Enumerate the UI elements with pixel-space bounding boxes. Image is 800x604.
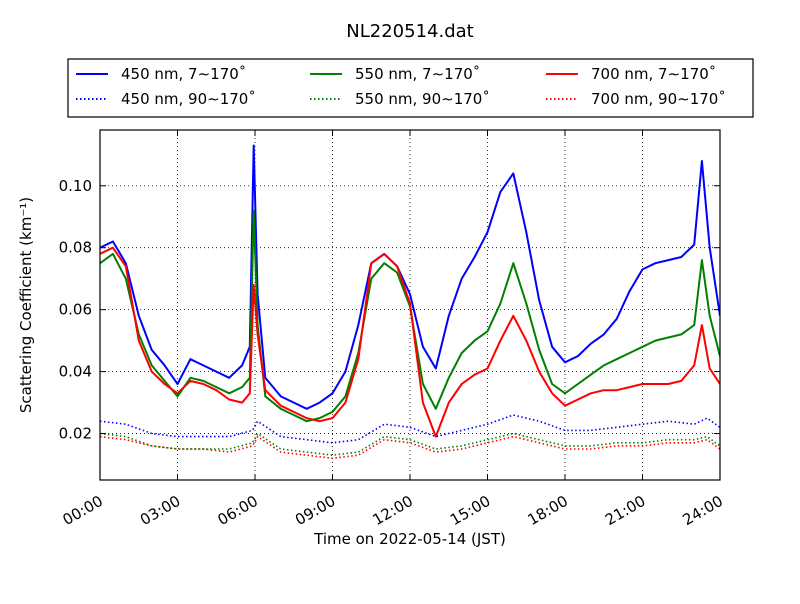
x-axis-label: Time on 2022-05-14 (JST): [313, 530, 506, 548]
y-tick-label: 0.04: [59, 363, 92, 381]
series-line: [100, 209, 720, 423]
series-line: [100, 432, 720, 457]
y-tick-label: 0.10: [59, 177, 92, 195]
y-axis-label: Scattering Coefficient (km⁻¹): [17, 197, 35, 413]
legend-label: 550 nm, 90∼170˚: [355, 90, 490, 108]
chart-title: NL220514.dat: [346, 21, 473, 42]
series-line: [100, 246, 720, 438]
legend: 450 nm, 7∼170˚ 550 nm, 7∼170˚ 700 nm, 7∼17…: [67, 58, 754, 118]
plot-area: 00:00 03:00 06:00 09:00 12:00 15:00 18:00 21:00…: [59, 129, 726, 529]
legend-label: 700 nm, 7∼170˚: [591, 65, 716, 83]
legend-entries: 450 nm, 7∼170˚ 550 nm, 7∼170˚ 700 nm, 7∼17…: [76, 65, 726, 108]
y-tick-label: 0.08: [59, 239, 92, 257]
legend-label: 550 nm, 7∼170˚: [355, 65, 480, 83]
legend-frame: [67, 58, 754, 118]
y-tick-label: 0.06: [59, 301, 92, 319]
grid-lines: [100, 130, 720, 480]
series-line: [100, 144, 720, 410]
legend-label: 450 nm, 7∼170˚: [121, 65, 246, 83]
legend-label: 450 nm, 90∼170˚: [121, 90, 256, 108]
legend-label: 700 nm, 90∼170˚: [591, 90, 726, 108]
y-axis: 0.02 0.04 0.06 0.08 0.10: [59, 177, 720, 443]
y-tick-label: 0.02: [59, 425, 92, 443]
series-layer: [100, 144, 720, 460]
series-line: [100, 435, 720, 460]
